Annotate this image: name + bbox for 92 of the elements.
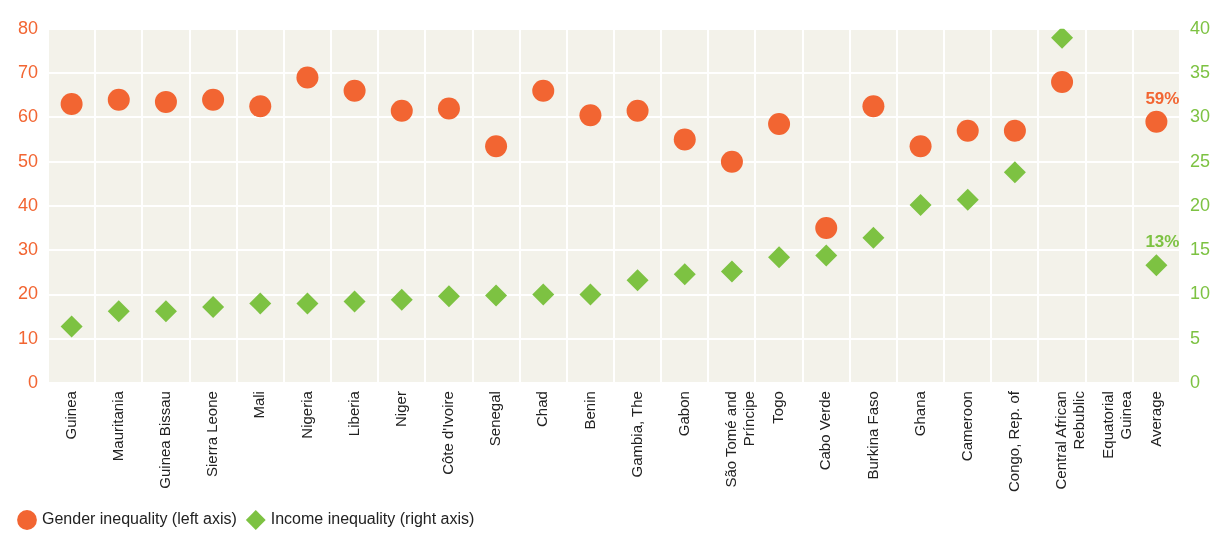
point (390, 288, 413, 311)
point (862, 226, 885, 249)
x-tick-label: Ghana (910, 390, 928, 437)
x-tick-label: Guinea (61, 390, 79, 440)
y2-tick-label: 25 (1189, 150, 1211, 171)
point (579, 104, 602, 127)
point (673, 263, 696, 286)
point (956, 188, 979, 211)
y2-tick-label: 30 (1189, 106, 1211, 127)
point (720, 260, 743, 283)
point (296, 66, 319, 89)
point (862, 95, 885, 118)
x-tick-label: Cameroon (957, 391, 975, 462)
y-tick-label: 30 (17, 239, 39, 260)
point (626, 269, 649, 292)
point (956, 119, 979, 142)
x-tick-label: Chad (533, 391, 551, 427)
x-tick-label: Nigeria (297, 390, 315, 439)
x-tick-label: Togo (769, 391, 787, 424)
y2-tick-label: 5 (1189, 327, 1200, 348)
point (202, 88, 225, 111)
point (1051, 28, 1074, 49)
point (1145, 110, 1168, 133)
y-tick-label: 70 (17, 62, 39, 83)
point (343, 79, 366, 102)
y-tick-label: 60 (17, 106, 39, 127)
point (768, 246, 791, 269)
legend-label: Income inequality (right axis) (270, 510, 475, 528)
point (720, 150, 743, 173)
point (1003, 119, 1026, 142)
y-tick-label: 20 (17, 283, 39, 304)
legend-label: Gender inequality (left axis) (42, 510, 237, 528)
x-tick-label: Mauritania (108, 390, 126, 462)
data-label: 13% (1145, 232, 1180, 252)
point (60, 93, 83, 116)
x-tick-label: Equatorial Guinea (1099, 390, 1135, 459)
x-tick-label: Guinea Bissau (156, 391, 174, 489)
point (343, 290, 366, 313)
y-tick-label: 40 (17, 194, 39, 215)
point (532, 283, 555, 306)
point (249, 292, 272, 315)
point (532, 79, 555, 102)
point (154, 300, 177, 323)
x-tick-label: Benin (580, 391, 598, 430)
x-tick-label: Burkina Faso (863, 391, 881, 480)
y2-tick-label: 40 (1189, 17, 1211, 38)
x-tick-label: Gabon (674, 391, 692, 437)
x-tick-label: São Tomé and Príncipe (722, 391, 758, 488)
x-tick-label: Average (1146, 391, 1164, 447)
point (579, 283, 602, 306)
x-tick-label: Sierra Leone (203, 391, 221, 478)
y2-tick-label: 20 (1189, 194, 1211, 215)
point (768, 113, 791, 136)
point (909, 135, 932, 158)
x-tick-label: Central African Rebublic (1052, 390, 1088, 490)
point (815, 217, 838, 240)
point (626, 99, 649, 122)
point (437, 97, 460, 120)
point (1051, 70, 1074, 93)
x-tick-label: Liberia (344, 390, 362, 437)
point (485, 284, 508, 307)
point (296, 292, 319, 315)
x-tick-label: Senegal (486, 391, 504, 447)
y-tick-label: 0 (28, 372, 39, 393)
point (154, 90, 177, 113)
point (909, 194, 932, 217)
y2-tick-label: 15 (1189, 239, 1211, 260)
y-tick-label: 80 (17, 17, 39, 38)
point (1003, 161, 1026, 184)
point (107, 300, 130, 323)
point (437, 285, 460, 308)
y2-tick-label: 10 (1189, 283, 1211, 304)
point (485, 135, 508, 158)
y2-tick-label: 35 (1189, 62, 1211, 83)
point (202, 295, 225, 318)
y-tick-label: 50 (17, 150, 39, 171)
point (815, 244, 838, 267)
point (60, 315, 83, 338)
data-label: 59% (1145, 88, 1180, 108)
x-tick-label: Gambia, The (627, 391, 645, 478)
y-tick-label: 10 (17, 327, 39, 348)
point (107, 88, 130, 111)
x-tick-label: Côte d'Ivoire (439, 391, 457, 475)
point (1145, 254, 1168, 277)
x-tick-label: Cabo Verde (816, 391, 834, 471)
y2-tick-label: 0 (1189, 372, 1200, 393)
point (249, 95, 272, 118)
x-tick-label: Congo, Rep. of (1005, 390, 1023, 493)
x-tick-label: Niger (391, 391, 409, 427)
x-tick-label: Mali (250, 391, 268, 419)
point (673, 128, 696, 151)
point (390, 99, 413, 122)
